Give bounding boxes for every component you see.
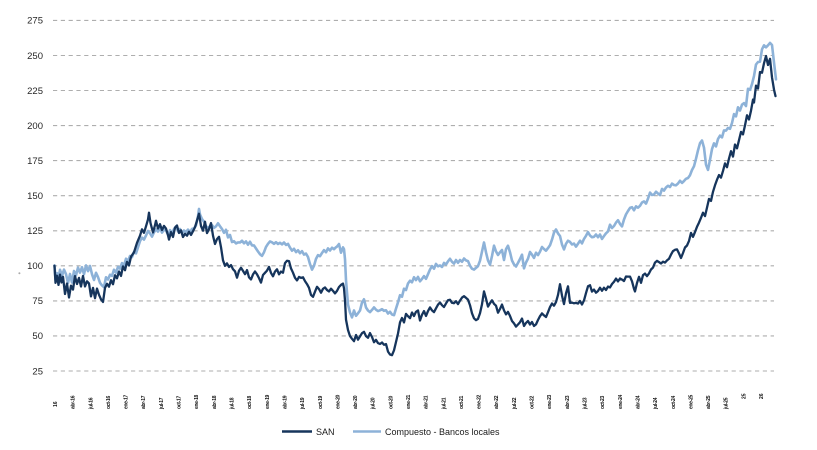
- svg-text:25: 25: [32, 366, 43, 377]
- svg-text:200: 200: [27, 121, 43, 132]
- svg-text:abr-19: abr-19: [282, 395, 288, 409]
- svg-text:ene-22: ene-22: [477, 394, 483, 409]
- svg-text:100: 100: [27, 261, 43, 272]
- svg-text:16: 16: [53, 401, 59, 407]
- svg-text:ene-20: ene-20: [335, 394, 341, 409]
- svg-text:jul-19: jul-19: [300, 397, 306, 410]
- svg-text:26: 26: [759, 393, 765, 399]
- svg-text:jul-23: jul-23: [583, 397, 589, 410]
- svg-text:75: 75: [32, 296, 43, 307]
- svg-text:abr-18: abr-18: [212, 395, 218, 409]
- svg-text:oct-18: oct-18: [247, 396, 253, 409]
- svg-text:abr-21: abr-21: [424, 395, 430, 409]
- svg-text:175: 175: [27, 156, 43, 167]
- svg-text:275: 275: [27, 16, 43, 27]
- svg-text:abr-20: abr-20: [353, 395, 359, 409]
- svg-text:25: 25: [741, 393, 747, 399]
- svg-text:oct-22: oct-22: [530, 396, 536, 409]
- svg-text:abr-17: abr-17: [141, 395, 147, 409]
- svg-text:jul-24: jul-24: [653, 397, 659, 410]
- svg-text:ene-23: ene-23: [547, 394, 553, 409]
- svg-text:jul-25: jul-25: [724, 397, 730, 410]
- svg-text:jul-16: jul-16: [88, 397, 94, 410]
- svg-text:oct-16: oct-16: [106, 396, 112, 409]
- svg-text:ene-21: ene-21: [406, 394, 412, 409]
- svg-text:225: 225: [27, 86, 43, 97]
- svg-text:jul-21: jul-21: [441, 397, 447, 410]
- svg-text:ene-19: ene-19: [265, 394, 271, 409]
- svg-text:oct-23: oct-23: [600, 396, 606, 409]
- svg-text:ene-17: ene-17: [124, 394, 130, 409]
- svg-text:oct-21: oct-21: [459, 396, 465, 409]
- svg-text:150: 150: [27, 191, 43, 202]
- svg-text:125: 125: [27, 226, 43, 237]
- svg-text:abr-23: abr-23: [565, 395, 571, 409]
- svg-text:jul-18: jul-18: [230, 397, 236, 410]
- svg-text:ene-24: ene-24: [618, 394, 624, 409]
- svg-text:abr-25: abr-25: [706, 395, 712, 409]
- svg-text:abr-22: abr-22: [494, 395, 500, 409]
- svg-text:50: 50: [32, 331, 43, 342]
- svg-text:abr-24: abr-24: [635, 395, 641, 409]
- svg-text:SAN: SAN: [316, 427, 335, 437]
- svg-text:ene-25: ene-25: [688, 394, 694, 409]
- svg-text:oct-19: oct-19: [318, 396, 324, 409]
- svg-text:jul-17: jul-17: [159, 397, 165, 410]
- svg-text:oct-24: oct-24: [671, 396, 677, 409]
- svg-text:oct-17: oct-17: [177, 396, 183, 409]
- svg-text:abr-16: abr-16: [71, 395, 77, 409]
- svg-text:Compuesto - Bancos locales: Compuesto - Bancos locales: [385, 427, 500, 437]
- svg-text:jul-20: jul-20: [371, 397, 377, 410]
- svg-text:oct-20: oct-20: [388, 396, 394, 409]
- svg-text:jul-22: jul-22: [512, 397, 518, 410]
- svg-text:ene-18: ene-18: [194, 394, 200, 409]
- svg-text:250: 250: [27, 51, 43, 62]
